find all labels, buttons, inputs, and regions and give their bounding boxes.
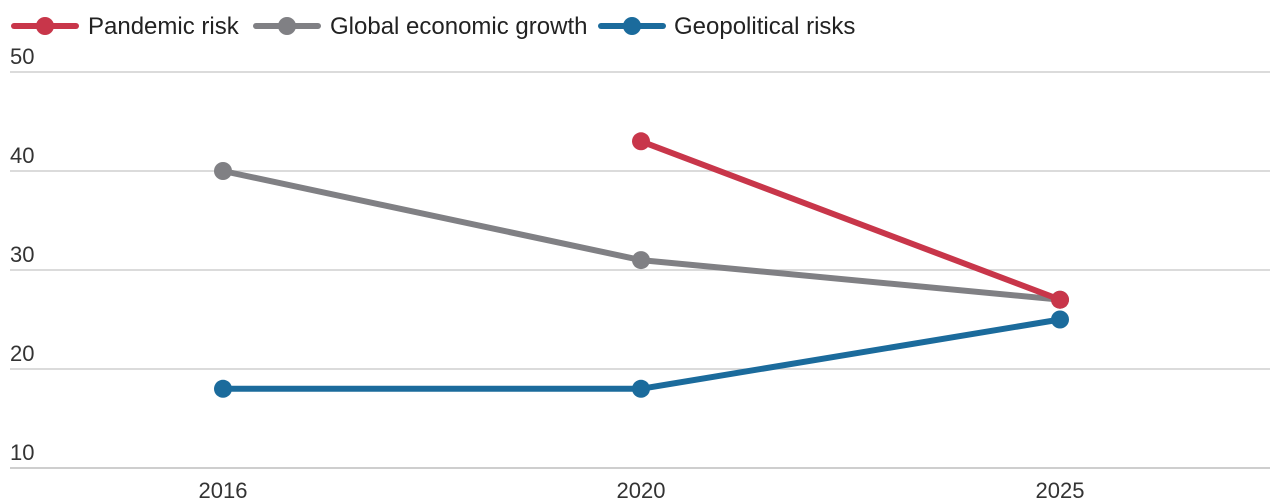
legend-marker-geopolitical-risks	[623, 17, 641, 35]
y-tick-label-40: 40	[10, 143, 34, 168]
series-global-economic-growth	[214, 162, 1069, 309]
x-tick-label-2020: 2020	[617, 478, 666, 503]
data-point-global-economic-growth-2020	[632, 251, 650, 270]
data-point-global-economic-growth-2016	[214, 162, 232, 180]
series-layer	[214, 132, 1069, 398]
series-line-global-economic-growth	[220, 168, 1063, 303]
x-axis-tick-labels: 2016 2020 2025	[199, 478, 1085, 503]
data-point-geopolitical-risks-2016	[214, 379, 232, 398]
y-tick-label-30: 30	[10, 242, 34, 267]
y-axis-tick-labels: 10 20 30 40 50	[10, 44, 34, 465]
legend-label-pandemic-risk: Pandemic risk	[88, 13, 240, 40]
legend-label-geopolitical-risks: Geopolitical risks	[674, 13, 855, 40]
x-tick-label-2025: 2025	[1036, 478, 1085, 503]
y-tick-label-10: 10	[10, 440, 34, 465]
legend-label-global-economic-growth: Global economic growth	[330, 13, 587, 40]
legend: Pandemic risk Global economic growth Geo…	[11, 13, 855, 40]
legend-marker-global-economic-growth	[278, 17, 296, 35]
gridlines	[10, 71, 1270, 469]
legend-item-global-economic-growth: Global economic growth	[253, 13, 587, 40]
legend-item-geopolitical-risks: Geopolitical risks	[598, 13, 855, 40]
legend-marker-pandemic-risk	[36, 17, 54, 35]
y-tick-label-20: 20	[10, 341, 34, 366]
data-point-geopolitical-risks-2025	[1051, 310, 1069, 329]
series-line-pandemic-risk	[638, 138, 1063, 303]
series-line-geopolitical-risks	[220, 316, 1063, 392]
legend-item-pandemic-risk: Pandemic risk	[11, 13, 240, 40]
data-point-geopolitical-risks-2020	[632, 379, 650, 398]
data-point-pandemic-risk-2020	[632, 132, 650, 151]
data-point-pandemic-risk-2025	[1051, 290, 1069, 309]
x-tick-label-2016: 2016	[199, 478, 248, 503]
y-tick-label-50: 50	[10, 44, 34, 69]
series-geopolitical-risks	[214, 310, 1069, 398]
series-pandemic-risk	[632, 132, 1069, 309]
